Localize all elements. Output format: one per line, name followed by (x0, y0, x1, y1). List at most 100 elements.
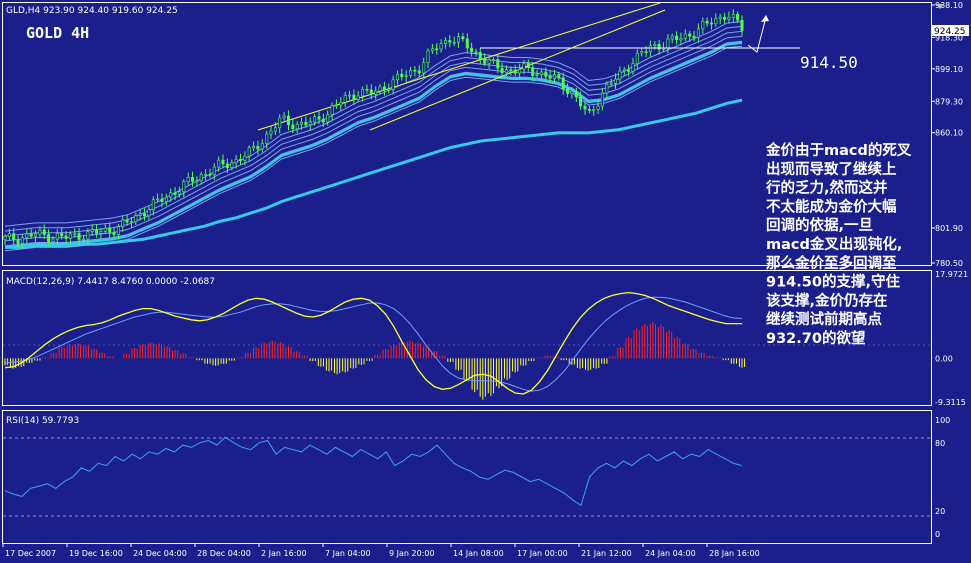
candle-body (474, 51, 478, 54)
candle-body (156, 198, 160, 201)
candle-body (221, 159, 225, 165)
x-tick-label: 2 Jan 16:00 (261, 549, 307, 558)
scroll-marker-icon (936, 4, 944, 9)
candle-body (239, 159, 243, 161)
x-tick-label: 28 Jan 16:00 (709, 549, 760, 558)
candle-body (487, 59, 491, 64)
annotation-line: 继续测试前期高点 (766, 310, 882, 328)
rsi-tick-label: 80 (935, 439, 945, 448)
candle-body (47, 234, 51, 242)
candle-body (583, 105, 587, 110)
candle-body (679, 38, 683, 41)
candle-body (452, 41, 456, 44)
candle-body (592, 109, 596, 111)
projection-arrow (747, 16, 767, 53)
candle-body (60, 233, 64, 237)
candle-body (574, 91, 578, 98)
candle-body (160, 198, 164, 202)
candle-body (269, 130, 273, 135)
rsi-panel-frame (2, 410, 932, 544)
candle-body (483, 58, 487, 64)
candle-body (68, 233, 72, 239)
ma-ribbon-line (4, 40, 743, 247)
x-tick-label: 9 Jan 20:00 (389, 549, 435, 558)
annotation-line: 932.70的欲望 (766, 329, 865, 347)
annotation-line: 行的乏力,然而这并 (765, 179, 888, 197)
candle-body (225, 163, 229, 168)
candle-body (600, 92, 604, 107)
candle-body (252, 146, 256, 149)
candle-body (20, 237, 24, 244)
candle-body (640, 51, 644, 54)
macd-histogram (1, 321, 746, 400)
symbol-line: GLD,H4 923.90 924.40 919.60 924.25 (6, 6, 178, 16)
x-tick-label: 21 Jan 12:00 (581, 549, 632, 558)
price-tick-label: 938.10 (935, 1, 963, 10)
candle-body (273, 127, 277, 132)
candle-body (609, 83, 613, 85)
rsi-tick-label: 0 (935, 530, 940, 539)
candle-body (55, 233, 59, 240)
candle-body (95, 229, 99, 234)
rsi-title: RSI(14) 59.7793 (6, 416, 79, 426)
candle-body (723, 16, 727, 20)
candle-body (478, 51, 482, 60)
candle-body (138, 213, 142, 216)
candle-body (644, 51, 648, 53)
candle-body (121, 219, 125, 227)
candle-body (151, 199, 155, 211)
candle-body (234, 159, 238, 164)
annotation-line: 回调的依据,一旦 (766, 216, 873, 234)
channel-upper (257, 2, 661, 131)
macd-panel: MACD(12,26,9) 7.4417 8.4760 0.0000 -2.06… (1, 270, 968, 407)
candle-body (356, 95, 360, 100)
candle-body (705, 20, 709, 24)
annotation-line: 不太能成为金价大幅 (766, 197, 897, 215)
candle-body (561, 77, 565, 90)
candle-body (631, 63, 635, 72)
candle-body (391, 79, 395, 90)
support-level-label: 914.50 (800, 53, 858, 72)
candle-body (16, 239, 20, 244)
candle-body (99, 231, 103, 234)
candle-body (736, 13, 740, 21)
channel-lower (369, 9, 666, 131)
candle-body (12, 233, 16, 241)
price-tick-label: 780.50 (935, 259, 963, 268)
candle-body (535, 74, 539, 76)
candle-body (740, 19, 744, 31)
candle-body (116, 226, 120, 236)
candle-body (404, 75, 408, 77)
price-tick-label: 918.30 (935, 33, 963, 42)
candle-body (409, 69, 413, 76)
candle-body (195, 180, 199, 183)
candle-body (456, 36, 460, 43)
candle-body (504, 69, 508, 74)
candle-body (696, 28, 700, 38)
trend-channel (257, 2, 666, 131)
price-tick-label: 879.30 (935, 97, 963, 106)
candle-body (557, 74, 561, 78)
candle-body (199, 174, 203, 182)
x-tick-label: 24 Dec 04:00 (133, 549, 187, 558)
last-price-label: 924.25 (934, 27, 966, 37)
candle-body (692, 35, 696, 38)
moving-averages (4, 21, 743, 252)
candle-body (439, 43, 443, 50)
candle-body (579, 96, 583, 107)
candle-body (395, 73, 399, 81)
candle-body (570, 91, 574, 94)
candle-body (361, 88, 365, 97)
ma-thick-mid (4, 41, 743, 249)
macd-lines (4, 291, 743, 395)
rsi-y-axis: 100 80 20 0 (935, 416, 950, 539)
x-tick-label: 19 Dec 16:00 (69, 549, 123, 558)
candle-body (417, 70, 421, 74)
candle-body (613, 78, 617, 84)
candle-body (714, 18, 718, 25)
candle-body (448, 40, 452, 43)
candle-body (147, 209, 151, 217)
candle-body (683, 33, 687, 39)
candle-body (500, 68, 504, 74)
